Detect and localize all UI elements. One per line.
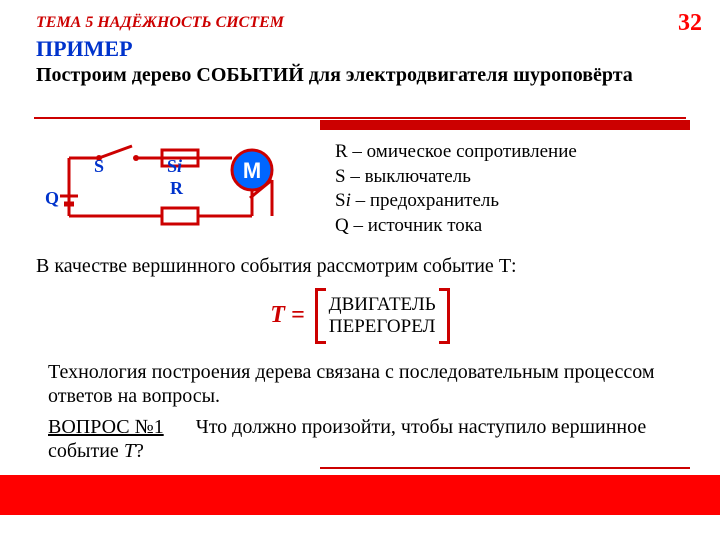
question-label: ВОПРОС №1 — [48, 416, 164, 438]
event-text-line2: ПЕРЕГОРЕЛ — [329, 316, 436, 337]
paragraph-top-event: В качестве вершинного события рассмотрим… — [36, 255, 690, 278]
bracket-left — [315, 288, 326, 344]
paragraph-technology: Технология построения дерева связана с п… — [48, 360, 690, 408]
footer-bar — [0, 475, 720, 515]
page-number: 32 — [678, 10, 702, 37]
question-row: ВОПРОС №1Что должно произойти, чтобы нас… — [48, 415, 690, 463]
subtitle: Построим дерево СОБЫТИЙ для электродвига… — [36, 64, 690, 87]
circuit-label-si: Si — [167, 156, 182, 177]
t-equals-label: T = — [270, 302, 304, 329]
circuit-label-q: Q — [45, 188, 59, 209]
legend-si: Si – предохранитель — [335, 189, 577, 214]
divider-thin — [34, 117, 686, 119]
divider-bottom — [320, 467, 690, 469]
page-title: ПРИМЕР — [36, 36, 133, 62]
legend-s: S – выключатель — [335, 165, 577, 190]
divider-thick — [320, 120, 690, 130]
circuit-diagram: M S Si R Q — [54, 138, 294, 228]
circuit-label-r: R — [170, 178, 183, 199]
bracket-right — [439, 288, 450, 344]
event-definition: T = ДВИГАТЕЛЬ ПЕРЕГОРЕЛ — [0, 290, 720, 342]
circuit-label-s: S — [94, 156, 104, 177]
event-text-line1: ДВИГАТЕЛЬ — [329, 294, 436, 315]
legend-q: Q – источник тока — [335, 214, 577, 239]
motor-label: M — [243, 158, 261, 183]
topic-heading: ТЕМА 5 НАДЁЖНОСТЬ СИСТЕМ — [36, 14, 284, 32]
legend-r: R – омическое сопротивление — [335, 140, 577, 165]
legend: R – омическое сопротивление S – выключат… — [335, 140, 577, 239]
